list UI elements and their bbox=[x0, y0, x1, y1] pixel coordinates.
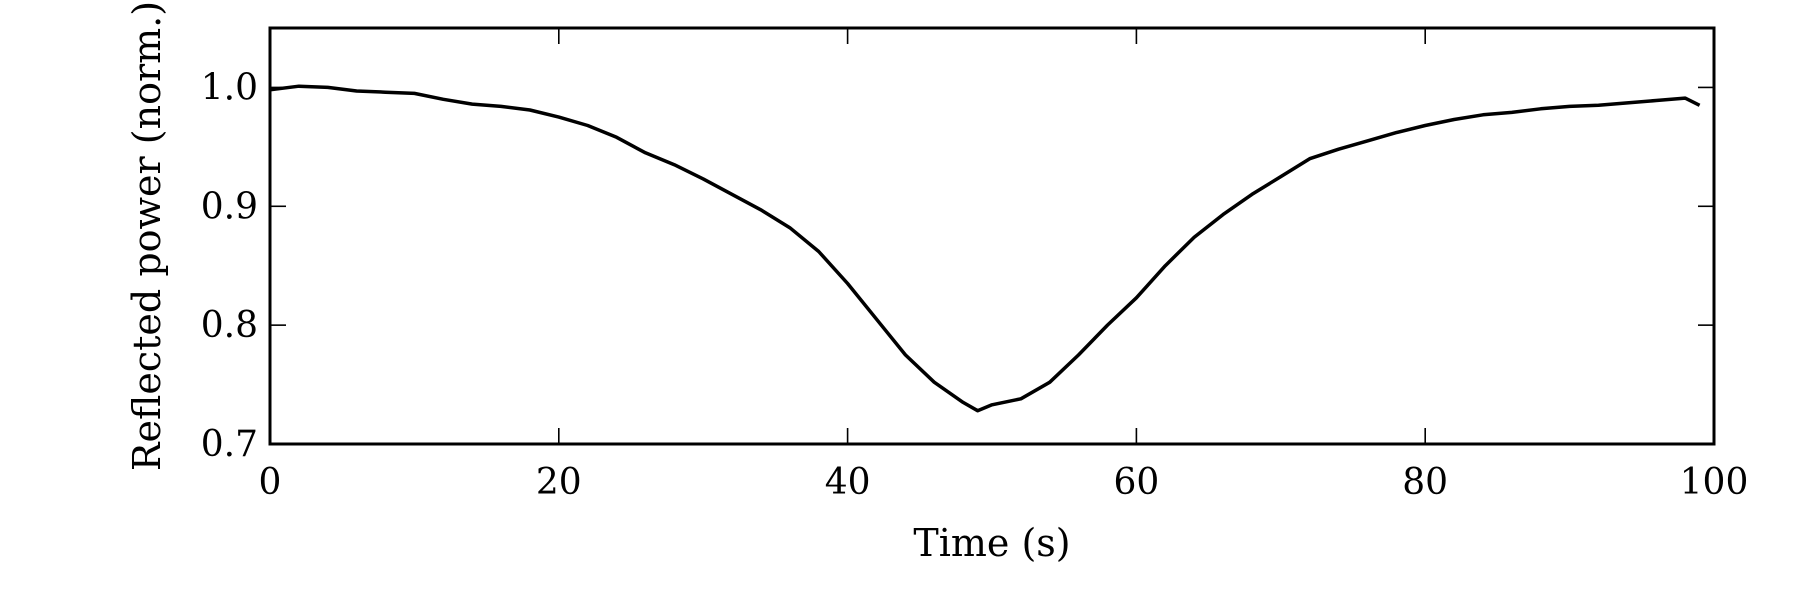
y-tick-label: 0.8 bbox=[201, 305, 258, 346]
x-tick-label: 0 bbox=[259, 462, 282, 503]
y-tick-label: 0.7 bbox=[201, 424, 258, 465]
x-tick-label: 80 bbox=[1402, 462, 1448, 503]
x-tick-label: 40 bbox=[825, 462, 871, 503]
tick-labels-layer: 0 20 40 60 80 100 0.7 0.8 0.9 1.0 bbox=[201, 67, 1749, 503]
x-tick-label: 20 bbox=[536, 462, 582, 503]
series-line bbox=[269, 84, 1701, 413]
y-tick-label: 0.9 bbox=[201, 186, 258, 227]
y-axis-label: Reflected power (norm.) bbox=[125, 1, 169, 471]
x-axis-label: Time (s) bbox=[913, 521, 1070, 565]
ticks-layer bbox=[269, 28, 1715, 445]
plot-frame bbox=[268, 26, 1716, 446]
x-tick-label: 60 bbox=[1113, 462, 1159, 503]
x-tick-label: 100 bbox=[1680, 462, 1749, 503]
y-tick-label: 1.0 bbox=[201, 67, 258, 108]
